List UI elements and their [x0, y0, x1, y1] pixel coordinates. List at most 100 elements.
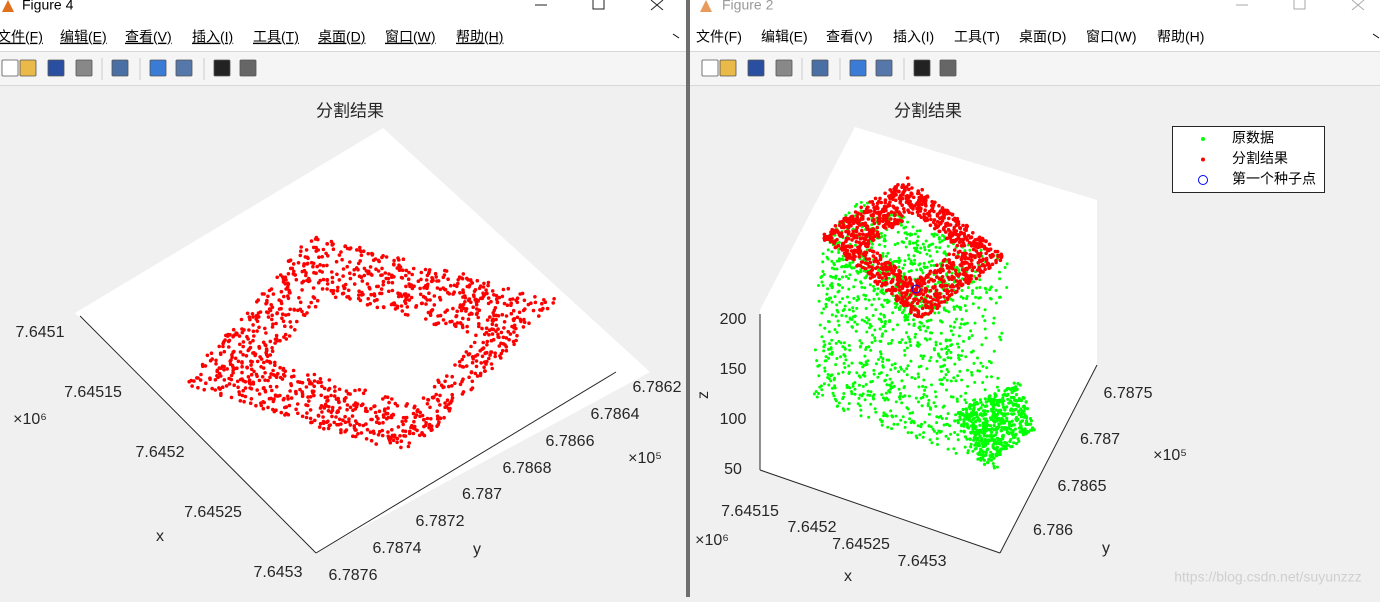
point [962, 322, 966, 326]
point [903, 281, 908, 285]
point [863, 371, 867, 375]
point [825, 297, 829, 301]
point [273, 363, 277, 368]
maximize-button[interactable] [592, 0, 605, 10]
menu-item[interactable]: 插入(I) [893, 29, 934, 45]
menu-item[interactable]: 桌面(D) [318, 29, 365, 45]
menu-item[interactable]: 工具(T) [253, 29, 299, 45]
toolbar-button[interactable] [747, 59, 765, 77]
point [1004, 441, 1009, 445]
menu-item[interactable]: 帮助(H) [1157, 29, 1204, 45]
point [876, 287, 880, 291]
point [971, 302, 975, 306]
menu-item[interactable]: 插入(I) [192, 29, 233, 45]
point [205, 353, 210, 358]
point [885, 373, 889, 377]
toolbar-button[interactable] [701, 59, 719, 77]
menu-item[interactable]: 文件(F) [0, 29, 43, 45]
toolbar-button[interactable] [1, 59, 19, 77]
toolbar-button[interactable] [875, 59, 893, 77]
point [1001, 402, 1005, 406]
toolbar-button[interactable] [719, 59, 737, 77]
point [451, 306, 455, 311]
point [966, 449, 970, 453]
point [323, 395, 328, 400]
menu-item[interactable]: 桌面(D) [1019, 29, 1066, 45]
menu-item[interactable]: 编辑(E) [60, 29, 107, 45]
point [927, 319, 931, 323]
point [900, 286, 905, 291]
point [1006, 443, 1011, 447]
point [882, 239, 886, 243]
point [823, 366, 827, 370]
menu-item[interactable]: 工具(T) [954, 29, 1000, 45]
point [281, 397, 286, 402]
point [946, 275, 950, 280]
toolbar-button[interactable] [849, 59, 867, 77]
point [970, 373, 974, 377]
close-button[interactable] [1351, 0, 1365, 11]
point [847, 372, 851, 375]
point [1019, 407, 1023, 411]
close-button[interactable] [650, 0, 664, 11]
menu-item[interactable]: 帮助(H) [456, 29, 503, 45]
toolbar-button[interactable] [47, 59, 65, 77]
toolbar-button[interactable] [811, 59, 829, 77]
point [867, 264, 871, 269]
point [965, 321, 969, 325]
point [855, 225, 859, 230]
point [910, 282, 914, 287]
toolbar-button[interactable] [913, 59, 931, 77]
maximize-button[interactable] [1293, 0, 1306, 10]
point [521, 325, 526, 329]
dock-arrow[interactable] [672, 33, 1380, 39]
point [935, 263, 939, 268]
menu-item[interactable]: 编辑(E) [761, 29, 808, 45]
point [424, 302, 428, 306]
toolbar-button[interactable] [75, 59, 93, 77]
menu-item[interactable]: 查看(V) [826, 29, 873, 45]
point [955, 399, 959, 403]
point [998, 335, 1002, 339]
point [863, 286, 867, 290]
toolbar-button[interactable] [939, 59, 957, 77]
point [271, 322, 275, 327]
point [357, 289, 361, 294]
point [909, 307, 913, 312]
toolbar-button[interactable] [111, 59, 129, 77]
point [959, 243, 964, 248]
point [300, 414, 305, 419]
toolbar-button[interactable] [213, 59, 231, 77]
toolbar-button[interactable] [149, 59, 167, 77]
point [974, 441, 978, 445]
point [962, 243, 967, 248]
point [878, 372, 881, 376]
menu-item[interactable]: 文件(F) [696, 29, 742, 45]
point [1015, 442, 1019, 446]
point [842, 341, 846, 345]
toolbar-button[interactable] [175, 59, 193, 77]
menu-item[interactable]: 窗口(W) [1086, 29, 1137, 45]
point [852, 251, 856, 256]
point [1000, 331, 1004, 335]
point [965, 238, 970, 242]
point [903, 349, 907, 352]
menu-item[interactable]: 窗口(W) [385, 29, 436, 45]
point [841, 258, 845, 262]
point [325, 263, 329, 268]
point [855, 216, 859, 221]
point [339, 430, 343, 435]
point [875, 282, 880, 286]
point [1013, 427, 1018, 431]
point [991, 443, 995, 447]
point [405, 402, 410, 406]
point [833, 224, 838, 228]
toolbar-button[interactable] [775, 59, 793, 77]
point [918, 229, 922, 233]
menu-item[interactable]: 查看(V) [125, 29, 172, 45]
toolbar-button[interactable] [19, 59, 37, 77]
toolbar-button[interactable] [239, 59, 257, 77]
point [990, 262, 995, 267]
point [454, 324, 458, 329]
point [441, 385, 445, 390]
